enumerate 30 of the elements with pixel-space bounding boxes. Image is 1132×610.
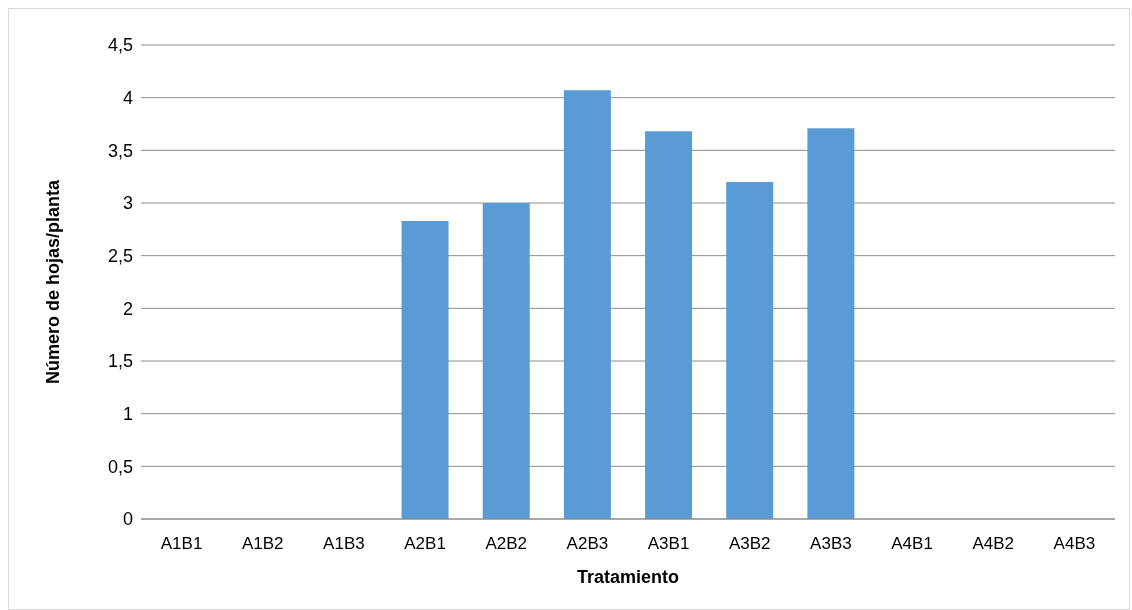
y-tick-label: 1,5 bbox=[107, 351, 133, 372]
y-tick-label: 1 bbox=[122, 404, 133, 425]
y-tick-label: 0,5 bbox=[107, 456, 133, 477]
bar bbox=[807, 128, 855, 519]
y-tick-label: 4,5 bbox=[107, 35, 133, 56]
bar bbox=[645, 131, 693, 519]
y-tick-label: 2,5 bbox=[107, 246, 133, 267]
x-tick-label: A4B3 bbox=[1053, 534, 1096, 554]
x-tick-label: A4B2 bbox=[972, 534, 1015, 554]
x-tick-label: A3B3 bbox=[810, 534, 852, 554]
x-tick-label: A3B1 bbox=[647, 534, 690, 554]
x-tick-label: A1B1 bbox=[160, 534, 203, 554]
x-tick-label: A2B3 bbox=[566, 534, 609, 554]
y-tick-label: 2 bbox=[122, 298, 133, 319]
y-tick-label: 3 bbox=[122, 193, 133, 214]
x-tick-label: A4B1 bbox=[891, 534, 933, 554]
bar bbox=[482, 203, 530, 519]
x-tick-label: A2B1 bbox=[404, 534, 446, 554]
y-tick-label: 4 bbox=[122, 88, 133, 109]
y-tick-label: 3,5 bbox=[107, 140, 133, 161]
bar bbox=[726, 181, 774, 519]
x-tick-label: A2B2 bbox=[485, 534, 528, 554]
x-tick-label: A3B2 bbox=[728, 534, 771, 554]
y-tick-label: 0 bbox=[122, 509, 133, 530]
y-axis-title: Número de hojas/planta bbox=[43, 179, 64, 385]
bar bbox=[401, 220, 449, 519]
x-tick-label: A1B2 bbox=[241, 534, 284, 554]
x-axis-title: Tratamiento bbox=[576, 567, 680, 587]
x-tick-label: A1B3 bbox=[323, 534, 365, 554]
bar bbox=[563, 90, 611, 519]
